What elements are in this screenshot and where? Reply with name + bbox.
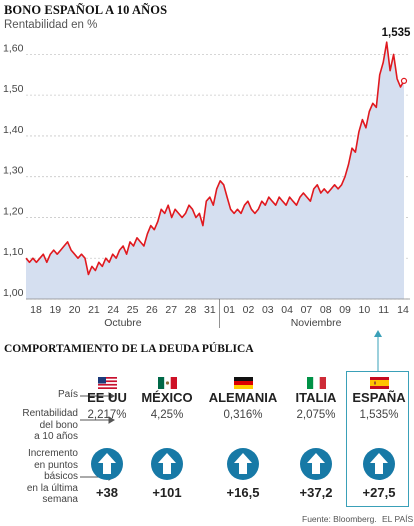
country-name: ESPAÑA (352, 390, 406, 405)
source-note: Fuente: Bloomberg. (302, 514, 377, 524)
country-increase: +16,5 (226, 485, 260, 500)
y-tick-label: 1,20 (3, 205, 24, 217)
row-label-increase-4: en la última (26, 482, 78, 494)
country-increase: +37,2 (299, 485, 333, 500)
x-tick-label: 27 (165, 304, 177, 316)
month-label: Noviembre (291, 317, 342, 329)
x-tick-label: 01 (223, 304, 235, 316)
country-increase: +38 (95, 485, 119, 500)
row-label-country: País (57, 389, 78, 400)
x-tick-label: 18 (30, 304, 42, 316)
country-yield: 2,075% (296, 409, 336, 421)
x-tick-label: 26 (146, 304, 158, 316)
brand-label: EL PAÍS (382, 514, 414, 524)
germany-flag-icon (233, 376, 253, 389)
row-label-increase-5: semana (42, 494, 78, 505)
y-tick-label: 1,40 (3, 124, 24, 136)
row-label-increase-3: básicos (44, 471, 78, 482)
country-yield: 0,316% (223, 409, 263, 421)
arrow-up-icon (151, 448, 183, 480)
country-yield: 1,535% (359, 409, 399, 421)
row-label-yield-1: Rentabilidad (22, 408, 78, 419)
month-label: Octubre (104, 317, 142, 329)
section-title: COMPORTAMIENTO DE LA DEUDA PÚBLICA (4, 343, 254, 355)
y-tick-label: 1,10 (3, 246, 24, 258)
chart-title: BONO ESPAÑOL A 10 AÑOS (4, 3, 168, 17)
country-increase: +101 (152, 485, 182, 500)
row-label-increase-2: en puntos (34, 459, 78, 471)
highlight-arrowhead (374, 330, 382, 337)
x-tick-label: 31 (204, 304, 216, 316)
country-name: ALEMANIA (208, 390, 278, 405)
row-label-yield: Rentabilidad del bono a 10 años (0, 408, 78, 443)
y-tick-label: 1,00 (3, 287, 24, 299)
country-increase: +27,5 (362, 485, 396, 500)
country-name: ITALIA (295, 390, 337, 405)
series-area (26, 42, 404, 299)
series-line (25, 41, 405, 276)
row-label-increase: Incremento en puntos básicos en la últim… (0, 448, 78, 506)
arrow-up-icon (227, 448, 259, 480)
x-tick-label: 03 (262, 304, 274, 316)
yield-chart: 1,00 1,10 1,20 1,30 1,40 1,50 1,60 1,535 18 19 20 2… (3, 27, 411, 329)
arrow-up-icon (91, 448, 123, 480)
x-tick-label: 11 (378, 304, 389, 316)
x-tick-label: 14 (397, 304, 409, 316)
x-tick-label: 10 (359, 304, 371, 316)
spain-flag-icon (369, 376, 389, 389)
y-tick-label: 1,60 (3, 42, 24, 54)
country-name: EE UU (87, 390, 127, 405)
x-tick-label: 28 (185, 304, 197, 316)
italy-flag-icon (306, 376, 326, 389)
row-label-yield-3: a 10 años (34, 431, 78, 442)
x-tick-label: 07 (301, 304, 313, 316)
y-tick-label: 1,50 (3, 83, 24, 95)
y-tick-label: 1,30 (3, 165, 24, 177)
usa-flag-icon (97, 376, 117, 389)
row-label-yield-2: del bono (39, 419, 78, 431)
x-tick-label: 02 (243, 304, 255, 316)
row-label-increase-1: Incremento (27, 448, 78, 459)
country-yield: 4,25% (150, 409, 184, 421)
x-tick-label: 19 (49, 304, 61, 316)
x-tick-label: 24 (107, 304, 119, 316)
x-tick-label: 20 (69, 304, 81, 316)
arrow-up-icon (300, 448, 332, 480)
country-name: MÉXICO (141, 390, 193, 405)
mexico-flag-icon (157, 376, 177, 389)
chart-subtitle: Rentabilidad en % (4, 19, 98, 31)
country-yield: 2,217% (87, 409, 127, 421)
x-tick-label: 04 (281, 304, 293, 316)
x-tick-label: 08 (320, 304, 332, 316)
x-tick-label: 25 (127, 304, 139, 316)
x-tick-label: 09 (339, 304, 351, 316)
last-value-label: 1,535 (382, 27, 411, 39)
x-tick-label: 21 (88, 304, 100, 316)
spain-highlight-box (346, 371, 409, 507)
arrow-up-icon (363, 448, 395, 480)
last-point-marker (400, 77, 408, 84)
